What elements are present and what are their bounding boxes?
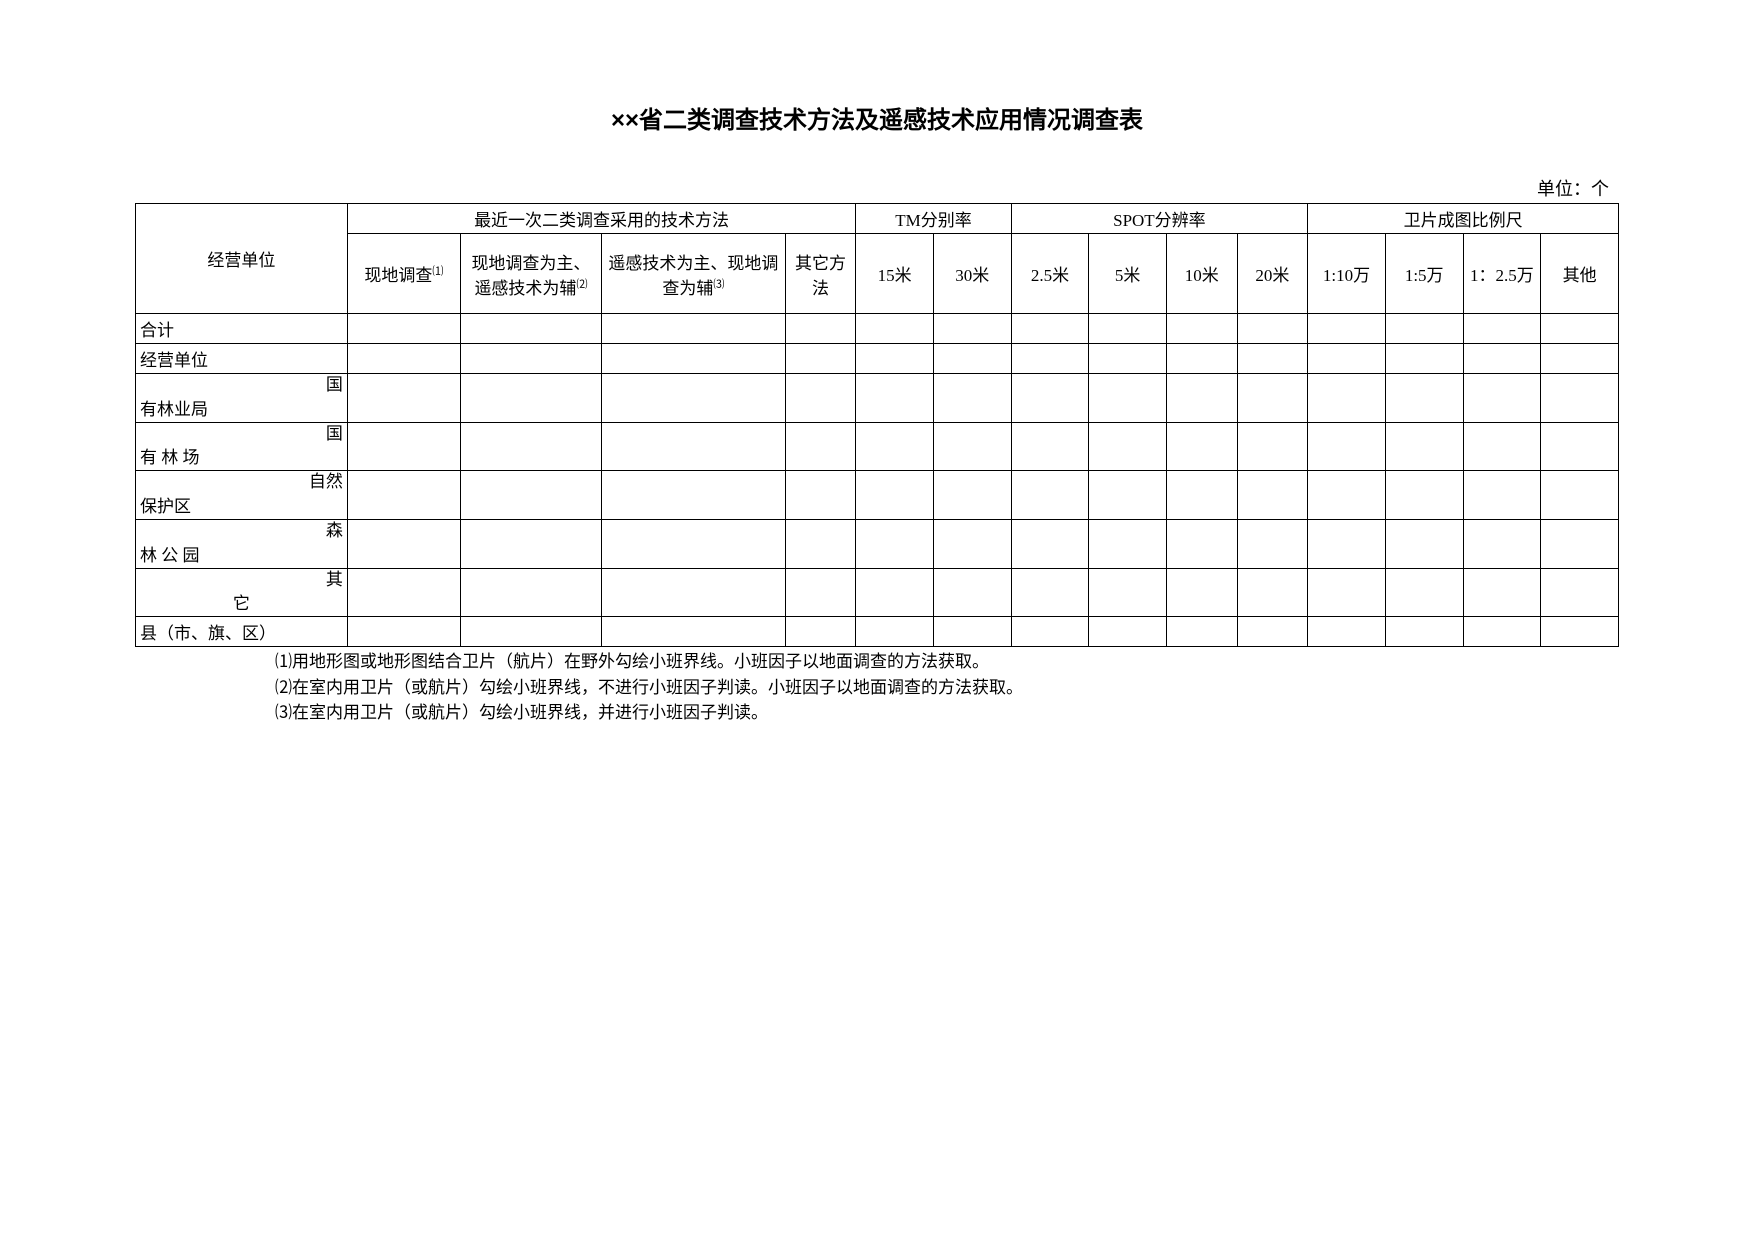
m3-text: 遥感技术为主、现地调查为辅 [608,254,778,298]
header-row-2: 现地调查⑴ 现地调查为主、遥感技术为辅⑵ 遥感技术为主、现地调查为辅⑶ 其它方法… [136,234,1619,314]
unit-label: 单位：个 [135,175,1619,201]
table-row: 其 它 [136,568,1619,617]
row-label-6: 森 林 公 园 [136,520,348,569]
header-sc3: 1：2.5万 [1463,234,1541,314]
header-m4: 其它方法 [785,234,856,314]
table-row: 县（市、旗、区） [136,617,1619,647]
table-row: 国 有 林 场 [136,422,1619,471]
header-row-1: 经营单位 最近一次二类调查采用的技术方法 TM分别率 SPOT分辨率 卫片成图比… [136,204,1619,234]
r5-right: 自然 [303,473,343,492]
r3-left: 有林业局 [140,395,343,420]
header-group-tm: TM分别率 [856,204,1011,234]
note-1: ⑴用地形图或地形图结合卫片（航片）在野外勾绘小班界线。小班因子以地面调查的方法获… [275,649,1619,675]
header-m2: 现地调查为主、遥感技术为辅⑵ [460,234,601,314]
survey-table: 经营单位 最近一次二类调查采用的技术方法 TM分别率 SPOT分辨率 卫片成图比… [135,203,1619,647]
header-sc2: 1:5万 [1385,234,1463,314]
table-row: 合计 [136,314,1619,344]
row-label-5: 自然 保护区 [136,471,348,520]
m3-sup: ⑶ [713,278,724,290]
header-group-spot: SPOT分辨率 [1011,204,1308,234]
note-2: ⑵在室内用卫片（或航片）勾绘小班界线，不进行小班因子判读。小班因子以地面调查的方… [275,675,1619,701]
row-label-7: 其 它 [136,568,348,617]
table-row: 自然 保护区 [136,471,1619,520]
row-label-1: 合计 [136,314,348,344]
page-title: ××省二类调查技术方法及遥感技术应用情况调查表 [135,100,1619,135]
m2-sup: ⑵ [576,278,587,290]
m1-text: 现地调查 [364,266,432,285]
header-unit: 经营单位 [136,204,348,314]
r5-left: 保护区 [140,492,343,517]
r4-right: 国 [303,425,343,444]
row-label-3: 国 有林业局 [136,374,348,423]
r4-left: 有 林 场 [140,443,343,468]
r7-right: 其 [303,571,343,590]
r3-right: 国 [303,376,343,395]
m2-text: 现地调查为主、遥感技术为辅 [471,254,590,298]
note-3: ⑶在室内用卫片（或航片）勾绘小班界线，并进行小班因子判读。 [275,700,1619,726]
table-row: 森 林 公 园 [136,520,1619,569]
header-tm1: 15米 [856,234,934,314]
row-label-4: 国 有 林 场 [136,422,348,471]
header-tm2: 30米 [933,234,1011,314]
table-row: 经营单位 [136,344,1619,374]
r6-right: 森 [303,522,343,541]
row-label-2: 经营单位 [136,344,348,374]
row-label-8: 县（市、旗、区） [136,617,348,647]
header-sp2: 5米 [1089,234,1167,314]
header-group-method: 最近一次二类调查采用的技术方法 [347,204,855,234]
table-row: 国 有林业局 [136,374,1619,423]
header-sc4: 其他 [1541,234,1619,314]
m1-sup: ⑴ [432,265,443,277]
header-m3: 遥感技术为主、现地调查为辅⑶ [602,234,786,314]
header-sc1: 1:10万 [1308,234,1386,314]
r6-left: 林 公 园 [140,541,343,566]
header-sp3: 10米 [1166,234,1237,314]
header-m1: 现地调查⑴ [347,234,460,314]
footnotes: ⑴用地形图或地形图结合卫片（航片）在野外勾绘小班界线。小班因子以地面调查的方法获… [275,649,1619,726]
header-sp4: 20米 [1237,234,1308,314]
header-sp1: 2.5米 [1011,234,1089,314]
header-group-scale: 卫片成图比例尺 [1308,204,1619,234]
r7-left: 它 [140,589,343,614]
